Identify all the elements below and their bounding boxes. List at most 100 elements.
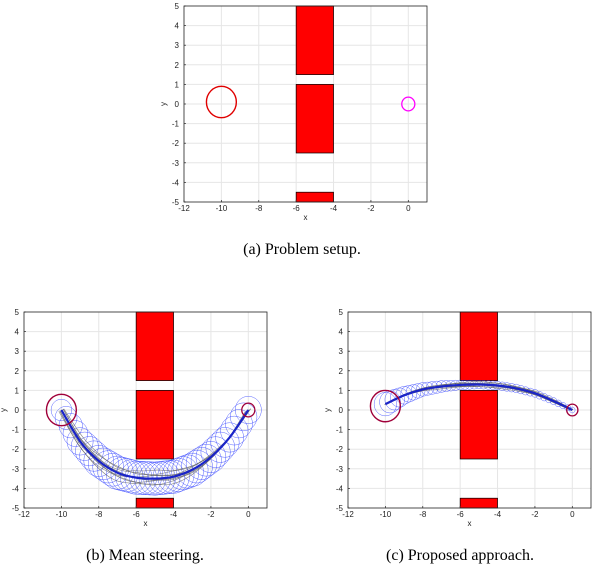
mean-trajectory bbox=[384, 383, 573, 411]
x-tick-label: -8 bbox=[419, 510, 427, 519]
x-tick-label: -6 bbox=[133, 510, 141, 519]
covariance-ellipse bbox=[50, 398, 72, 422]
x-tick-label: -6 bbox=[457, 510, 465, 519]
y-tick-label: 4 bbox=[339, 328, 344, 337]
obstacle-2 bbox=[135, 390, 174, 460]
y-tick-label: -5 bbox=[12, 504, 20, 513]
covariance-ellipse bbox=[88, 447, 119, 481]
x-tick-label: -4 bbox=[170, 510, 178, 519]
caption-mean-steering: (b) Mean steering. bbox=[86, 547, 204, 564]
covariance-ellipse bbox=[410, 383, 426, 399]
y-axis-label: y bbox=[323, 408, 332, 412]
y-tick-label: 3 bbox=[175, 41, 180, 50]
y-tick-label: -5 bbox=[172, 198, 180, 207]
x-tick-label: 0 bbox=[570, 510, 575, 519]
goal-region-circle bbox=[566, 403, 579, 417]
x-tick-label: -10 bbox=[56, 510, 68, 519]
start-region-circle bbox=[369, 389, 402, 423]
chart-panel-problem-setup: -12 -10 -8 -6 -4 -2 0 -5 -4 -3 -2 -1 0 1 2 3 4 5 x y bbox=[159, 0, 444, 222]
y-axis-label: y bbox=[0, 408, 8, 412]
y-tick-label: 0 bbox=[339, 406, 344, 415]
covariance-ellipse bbox=[79, 440, 109, 472]
obstacle-3 bbox=[295, 191, 334, 203]
x-tick-label: -8 bbox=[95, 510, 103, 519]
covariance-ellipse bbox=[405, 384, 422, 401]
y-tick-label: 5 bbox=[175, 2, 180, 11]
y-tick-label: 2 bbox=[15, 367, 20, 376]
x-tick-label: -12 bbox=[342, 510, 354, 519]
goal-region-circle bbox=[241, 402, 256, 418]
y-tick-label: 3 bbox=[339, 347, 344, 356]
y-tick-label: 1 bbox=[339, 386, 344, 395]
obstacle-1 bbox=[459, 311, 498, 381]
y-tick-label: -2 bbox=[172, 139, 180, 148]
x-axis-label: x bbox=[144, 519, 148, 528]
x-axis-label: x bbox=[304, 213, 308, 222]
y-tick-label: 1 bbox=[15, 386, 20, 395]
x-tick-label: -2 bbox=[531, 510, 539, 519]
covariance-ellipse bbox=[230, 402, 258, 432]
covariance-ellipse bbox=[181, 449, 213, 484]
y-tick-label: -2 bbox=[336, 445, 344, 454]
y-tick-label: -3 bbox=[336, 465, 344, 474]
x-tick-label: -6 bbox=[293, 204, 301, 213]
y-tick-label: 2 bbox=[175, 61, 180, 70]
y-tick-label: -2 bbox=[12, 445, 20, 454]
obstacle-1 bbox=[135, 311, 174, 381]
sample-trajectory bbox=[63, 408, 251, 472]
x-tick-label: 0 bbox=[406, 204, 411, 213]
sample-trajectory bbox=[386, 381, 574, 410]
covariance-ellipse bbox=[234, 396, 262, 424]
start-region-circle bbox=[45, 393, 78, 427]
y-tick-label: -4 bbox=[12, 484, 20, 493]
x-tick-label: -12 bbox=[178, 204, 190, 213]
chart-panel-proposed-approach: -12 -10 -8 -6 -4 -2 0 -5 -4 -3 -2 -1 0 1 2 3 4 5 x y bbox=[323, 306, 602, 528]
covariance-ellipse bbox=[215, 422, 244, 453]
x-tick-label: -2 bbox=[207, 510, 215, 519]
covariance-ellipse bbox=[62, 420, 89, 447]
caption-problem-setup: (a) Problem setup. bbox=[243, 241, 361, 258]
y-tick-label: 5 bbox=[15, 308, 20, 317]
y-tick-label: 0 bbox=[15, 406, 20, 415]
covariance-ellipse bbox=[373, 392, 397, 417]
mean-trajectory bbox=[60, 409, 250, 480]
covariance-ellipse bbox=[66, 427, 94, 456]
covariance-ellipse bbox=[220, 415, 249, 446]
obstacle-3 bbox=[135, 497, 174, 509]
y-tick-label: -4 bbox=[336, 484, 344, 493]
obstacle-3 bbox=[459, 497, 498, 509]
x-tick-label: -10 bbox=[380, 510, 392, 519]
x-tick-label: -8 bbox=[255, 204, 263, 213]
covariance-ellipse bbox=[70, 431, 99, 461]
covariance-ellipse bbox=[92, 450, 124, 484]
y-tick-label: 5 bbox=[339, 308, 344, 317]
y-tick-label: 2 bbox=[339, 367, 344, 376]
covariance-ellipse bbox=[83, 445, 114, 477]
y-tick-label: -4 bbox=[172, 178, 180, 187]
x-tick-label: -4 bbox=[494, 510, 502, 519]
x-tick-label: -12 bbox=[18, 510, 30, 519]
y-tick-label: -3 bbox=[172, 159, 180, 168]
start-region-circle bbox=[205, 85, 238, 119]
y-axis-label: y bbox=[159, 102, 168, 106]
y-tick-label: 4 bbox=[15, 328, 20, 337]
covariance-ellipse bbox=[400, 385, 417, 403]
covariance-ellipse bbox=[110, 458, 143, 493]
x-tick-label: 0 bbox=[246, 510, 251, 519]
x-axis-label: x bbox=[468, 519, 472, 528]
x-tick-label: -4 bbox=[330, 204, 338, 213]
caption-proposed-approach: (c) Proposed approach. bbox=[386, 547, 534, 564]
x-tick-label: -10 bbox=[216, 204, 228, 213]
covariance-ellipse bbox=[205, 431, 235, 463]
y-tick-label: -3 bbox=[12, 465, 20, 474]
covariance-ellipse bbox=[210, 427, 240, 458]
covariance-ellipse bbox=[225, 409, 253, 439]
y-tick-label: -5 bbox=[336, 504, 344, 513]
